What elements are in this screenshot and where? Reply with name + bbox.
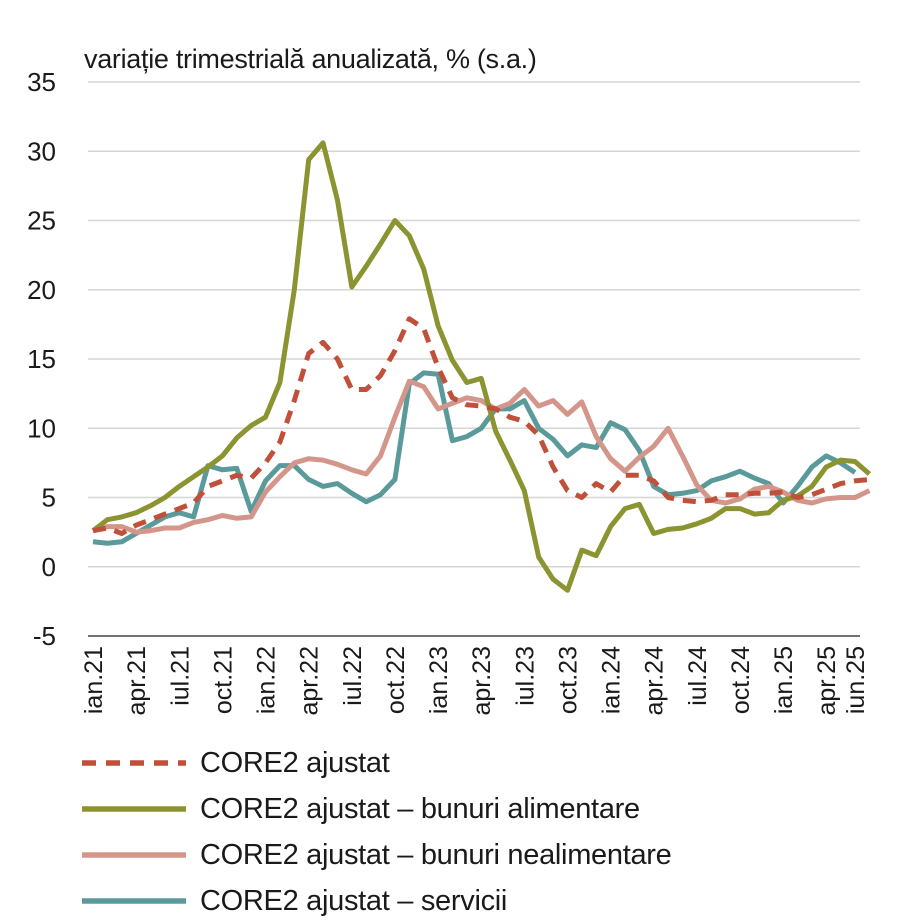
legend-label-nonfood: CORE2 ajustat – bunuri nealimentare bbox=[200, 838, 672, 871]
y-tick-label: 30 bbox=[27, 136, 56, 166]
x-tick-label: ian.21 bbox=[80, 646, 108, 714]
legend-label-services: CORE2 ajustat – servicii bbox=[200, 884, 508, 917]
x-tick-label: ian.25 bbox=[770, 646, 798, 714]
y-tick-label: -5 bbox=[33, 621, 56, 651]
x-tick-label: oct.23 bbox=[554, 646, 582, 714]
legend-item-services: CORE2 ajustat – servicii bbox=[78, 878, 671, 924]
legend-label-core2: CORE2 ajustat bbox=[200, 746, 390, 779]
x-tick-label: apr.21 bbox=[123, 646, 151, 716]
legend-swatch-food bbox=[82, 806, 186, 812]
legend-swatch-nonfood bbox=[82, 852, 186, 858]
x-tick-label: ian.24 bbox=[598, 646, 626, 714]
x-tick-label: apr.24 bbox=[641, 646, 669, 716]
legend-swatch-services bbox=[82, 898, 186, 904]
y-axis-ticks: -5 0 5 10 15 20 25 30 35 bbox=[27, 67, 56, 651]
nonfood-line bbox=[92, 378, 871, 535]
x-tick-label: iul.21 bbox=[166, 646, 194, 706]
series-lines bbox=[91, 140, 872, 593]
x-tick-label: ian.23 bbox=[425, 646, 453, 714]
x-tick-label: apr.25 bbox=[813, 646, 841, 716]
x-tick-label: oct.21 bbox=[209, 646, 237, 714]
legend-item-nonfood: CORE2 ajustat – bunuri nealimentare bbox=[78, 832, 672, 878]
legend-label-food: CORE2 ajustat – bunuri alimentare bbox=[200, 792, 640, 825]
gridlines bbox=[88, 81, 860, 568]
y-tick-label: 10 bbox=[27, 413, 56, 443]
x-tick-label: oct.22 bbox=[382, 646, 410, 714]
services-line bbox=[92, 370, 857, 546]
y-tick-label: 15 bbox=[27, 344, 56, 374]
legend: CORE2 ajustat CORE2 ajustat – bunuri ali… bbox=[78, 740, 672, 924]
y-tick-label: 5 bbox=[42, 483, 56, 513]
x-tick-label: iul.23 bbox=[511, 646, 539, 706]
legend-item-food: CORE2 ajustat – bunuri alimentare bbox=[78, 786, 671, 832]
legend-item-core2: CORE2 ajustat bbox=[78, 740, 671, 786]
y-tick-label: 25 bbox=[27, 206, 56, 236]
x-tick-label: ian.22 bbox=[253, 646, 281, 714]
y-tick-label: 35 bbox=[27, 67, 56, 97]
x-tick-label: iun.25 bbox=[842, 646, 870, 714]
x-tick-label: iul.22 bbox=[339, 646, 367, 706]
y-axis-label: variație trimestrială anualizată, % (s.a… bbox=[84, 44, 537, 74]
y-tick-label: 20 bbox=[27, 275, 56, 305]
x-tick-label: oct.24 bbox=[727, 646, 755, 714]
x-axis-ticks: ian.21 apr.21 iul.21 oct.21 ian.22 apr.22 iul.… bbox=[80, 646, 870, 716]
y-tick-label: 0 bbox=[42, 552, 56, 582]
food-line bbox=[91, 140, 872, 593]
x-tick-label: apr.23 bbox=[468, 646, 496, 716]
legend-swatch-core2 bbox=[82, 760, 186, 766]
x-tick-label: iul.24 bbox=[684, 646, 712, 706]
x-tick-label: apr.22 bbox=[296, 646, 324, 716]
